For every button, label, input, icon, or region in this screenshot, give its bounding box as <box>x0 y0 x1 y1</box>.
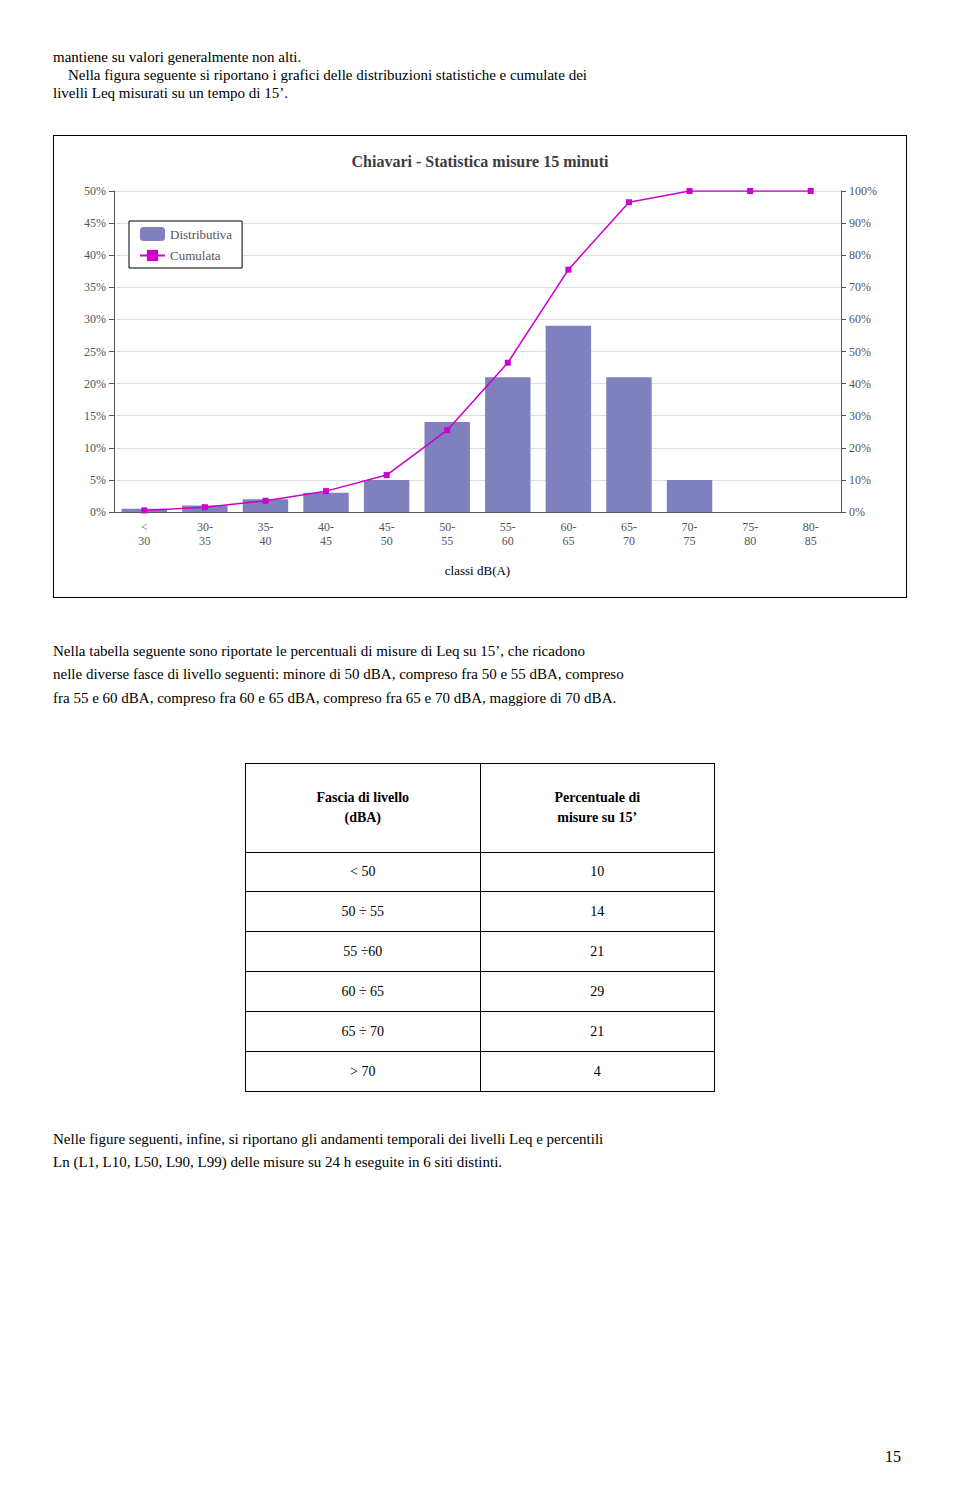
html-text:> 70: > 70 <box>350 1063 376 1079</box>
svg-text:75: 75 <box>684 534 696 548</box>
svg-text:60-: 60- <box>560 520 576 534</box>
svg-text:0%: 0% <box>849 505 865 519</box>
svg-text:45%: 45% <box>84 216 106 230</box>
svg-text:75-: 75- <box>742 520 758 534</box>
svg-text:30%: 30% <box>84 312 106 326</box>
html-text:< 50: < 50 <box>350 864 376 879</box>
svg-text:Distributiva: Distributiva <box>170 227 232 242</box>
svg-text:65: 65 <box>562 534 574 548</box>
svg-text:<: < <box>141 520 148 534</box>
svg-text:70%: 70% <box>849 280 871 294</box>
svg-text:35: 35 <box>199 534 211 548</box>
svg-text:0%: 0% <box>90 505 106 519</box>
svg-text:20%: 20% <box>84 377 106 391</box>
svg-text:45: 45 <box>320 534 332 548</box>
svg-text:5%: 5% <box>90 473 106 487</box>
svg-text:35-: 35- <box>257 520 273 534</box>
svg-text:40%: 40% <box>849 377 871 391</box>
svg-text:45-: 45- <box>379 520 395 534</box>
svg-text:50-: 50- <box>439 520 455 534</box>
html-text:65 ÷ 70: 65 ÷ 70 <box>341 1023 385 1039</box>
svg-text:80-: 80- <box>803 520 819 534</box>
svg-text:80%: 80% <box>849 248 871 262</box>
html-text:15: 15 <box>885 1448 901 1465</box>
svg-text:55-: 55- <box>500 520 516 534</box>
html-text:55 ÷60: 55 ÷60 <box>343 943 383 959</box>
svg-text:25%: 25% <box>84 345 106 359</box>
svg-text:35%: 35% <box>84 280 106 294</box>
svg-text:80: 80 <box>744 534 756 548</box>
svg-text:50%: 50% <box>849 345 871 359</box>
svg-text:40-: 40- <box>318 520 334 534</box>
svg-text:30-: 30- <box>197 520 213 534</box>
svg-text:30%: 30% <box>849 409 871 423</box>
svg-text:Chiavari - Statistica misure 1: Chiavari - Statistica misure 15 minuti <box>351 153 609 170</box>
svg-text:60: 60 <box>502 534 514 548</box>
svg-text:50%: 50% <box>84 184 106 198</box>
svg-text:60%: 60% <box>849 312 871 326</box>
svg-text:100%: 100% <box>849 184 877 198</box>
html-text:Fascia di livello (dBA): Fascia di livello (dBA) <box>316 790 409 825</box>
svg-text:70-: 70- <box>682 520 698 534</box>
svg-text:10%: 10% <box>849 473 871 487</box>
html-text:29: 29 <box>590 983 605 999</box>
html-text:10: 10 <box>590 864 605 879</box>
html-text:mantiene su valori generalment: mantiene su valori generalmente non alti… <box>53 49 587 101</box>
svg-text:40: 40 <box>259 534 271 548</box>
svg-text:classi dB(A): classi dB(A) <box>445 563 510 578</box>
svg-text:30: 30 <box>138 534 150 548</box>
svg-text:90%: 90% <box>849 216 871 230</box>
html-text:50 ÷ 55: 50 ÷ 55 <box>341 903 385 919</box>
html-text:Percentuale di misure su 15’: Percentuale di misure su 15’ <box>554 790 641 825</box>
svg-text:10%: 10% <box>84 441 106 455</box>
html-text:Nelle figure seguenti, infine,: Nelle figure seguenti, infine, si riport… <box>53 1131 604 1171</box>
svg-text:20%: 20% <box>849 441 871 455</box>
svg-text:55: 55 <box>441 534 453 548</box>
svg-text:Cumulata: Cumulata <box>170 248 221 263</box>
html-text:60 ÷ 65: 60 ÷ 65 <box>341 983 385 999</box>
html-text:21: 21 <box>590 943 605 959</box>
svg-text:65-: 65- <box>621 520 637 534</box>
svg-text:50: 50 <box>381 534 393 548</box>
html-text:4: 4 <box>593 1063 601 1079</box>
svg-text:40%: 40% <box>84 248 106 262</box>
svg-text:70: 70 <box>623 534 635 548</box>
html-text:Nella tabella seguente sono ri: Nella tabella seguente sono riportate le… <box>53 643 624 706</box>
svg-text:85: 85 <box>805 534 817 548</box>
html-text:21: 21 <box>590 1023 605 1039</box>
svg-text:15%: 15% <box>84 409 106 423</box>
html-text:14: 14 <box>590 903 605 919</box>
